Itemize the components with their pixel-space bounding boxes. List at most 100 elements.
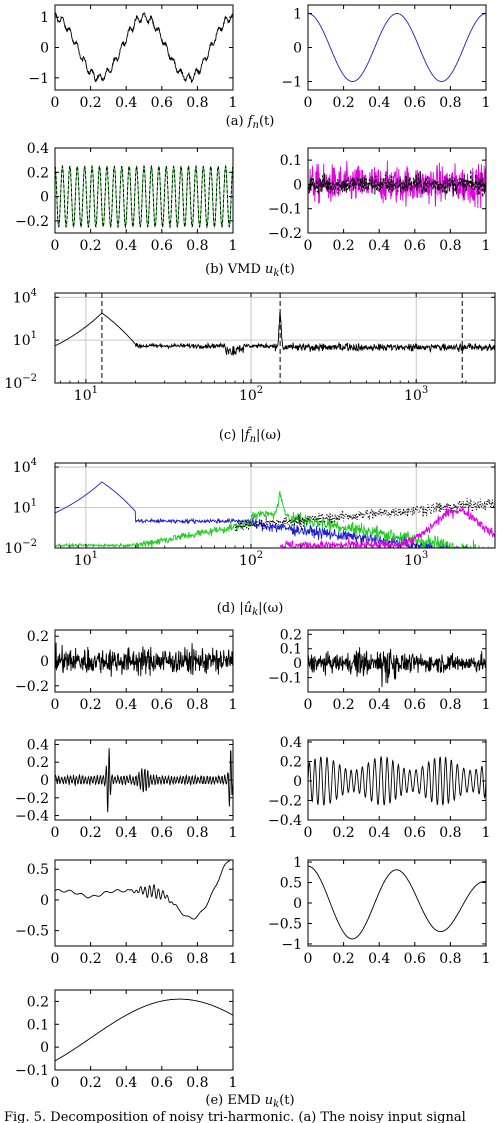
ytick-label-b1-0: −0.2: [15, 214, 49, 230]
xtick-label-a1-2: 0.4: [115, 95, 137, 111]
axes-frame-e5: [54, 859, 234, 947]
xtick-label-b2-1: 0.2: [332, 238, 354, 254]
series-e4-0: [308, 756, 486, 806]
axes-frame-e2: [307, 629, 487, 693]
xtick-label-e2-4: 0.8: [439, 697, 461, 713]
xtick-label-e1-5: 1: [229, 697, 238, 713]
chart-b2: 0 0.2 0.4 0.6 0.8 1 −0.2 −0.1 0 0.1: [268, 147, 490, 254]
xtick-label-d-2: 103: [404, 550, 428, 569]
xtick-label-e7-4: 0.8: [186, 1075, 208, 1091]
series-e5-0: [55, 860, 232, 920]
ytick-label-e1-0: −0.2: [15, 679, 49, 695]
series-d-2: [279, 507, 495, 548]
xtick-label-b2-4: 0.8: [439, 238, 461, 254]
xtick-label-e5-3: 0.6: [151, 951, 173, 967]
xtick-label-d-1: 102: [239, 550, 263, 569]
ytick-label-a1-2: 1: [40, 10, 49, 26]
xtick-label-a1-1: 0.2: [79, 95, 101, 111]
chart-e7: 0 0.2 0.4 0.6 0.8 1−0.100.10.2: [15, 989, 238, 1091]
xtick-label-e1-1: 0.2: [79, 697, 101, 713]
xtick-label-e7-5: 1: [229, 1075, 238, 1091]
xtick-label-e7-1: 0.2: [79, 1075, 101, 1091]
series-d-1: [55, 491, 492, 548]
ytick-label-b1-2: 0.2: [27, 165, 49, 181]
ytick-label-e3-2: 0: [40, 773, 49, 789]
xtick-label-e5-1: 0.2: [79, 951, 101, 967]
xtick-label-e1-4: 0.8: [186, 697, 208, 713]
xtick-label-b1-4: 0.8: [186, 238, 208, 254]
ytick-label-c-2: 104: [13, 287, 37, 306]
xtick-label-b1-5: 1: [229, 238, 238, 254]
xtick-label-e6-2: 0.4: [368, 951, 390, 967]
ytick-label-e2-2: 0.1: [280, 642, 302, 658]
series-d-0: [55, 481, 472, 548]
axes-frame-c: [54, 292, 496, 384]
ytick-label-e4-1: −0.2: [268, 793, 302, 809]
ytick-label-c-1: 101: [13, 330, 37, 349]
ytick-label-e5-1: 0: [40, 893, 49, 909]
caption-d: (d) |ûk|(ω): [217, 601, 284, 618]
xtick-label-a2-1: 0.2: [332, 95, 354, 111]
xtick-label-e3-0: 0: [51, 825, 60, 841]
xtick-label-e2-2: 0.4: [368, 697, 390, 713]
chart-a1: 0 0.2 0.4 0.6 0.8 1−101: [28, 4, 237, 111]
ytick-label-e2-1: 0: [293, 656, 302, 672]
ytick-label-d-1: 101: [13, 498, 37, 517]
xtick-label-b1-3: 0.6: [151, 238, 173, 254]
xtick-label-b1-2: 0.4: [115, 238, 137, 254]
series-b1-1: [55, 164, 233, 229]
caption-c: (c) |f̂n|(ω): [219, 426, 281, 445]
xtick-label-a2-3: 0.6: [404, 95, 426, 111]
ytick-label-a1-1: 0: [40, 41, 49, 57]
xtick-label-d-0: 101: [74, 550, 98, 569]
ytick-label-e6-2: 0: [293, 896, 302, 912]
ytick-label-b2-0: −0.2: [268, 226, 302, 242]
xtick-label-e3-1: 0.2: [79, 825, 101, 841]
xtick-label-a2-0: 0: [304, 95, 313, 111]
xtick-label-e2-1: 0.2: [332, 697, 354, 713]
xtick-label-e7-2: 0.4: [115, 1075, 137, 1091]
xtick-label-e2-0: 0: [304, 697, 313, 713]
xtick-label-a2-4: 0.8: [439, 95, 461, 111]
ytick-label-b2-2: 0: [293, 177, 302, 193]
chart-e5: 0 0.2 0.4 0.6 0.8 1−0.500.5: [15, 859, 238, 967]
xtick-label-e5-5: 1: [229, 951, 238, 967]
ytick-label-d-0: 10−2: [4, 538, 37, 557]
series-b2-1: [308, 169, 486, 198]
axes-frame-e4: [307, 739, 487, 821]
xtick-label-a1-4: 0.8: [186, 95, 208, 111]
figure-caption: Fig. 5. Decomposition of noisy tri-harmo…: [4, 1110, 466, 1123]
xtick-label-e4-2: 0.4: [368, 825, 390, 841]
ytick-label-e4-4: 0.4: [280, 735, 302, 751]
chart-e1: 0 0.2 0.4 0.6 0.8 1−0.200.2: [15, 629, 237, 713]
ytick-label-e6-4: 1: [293, 855, 302, 871]
caption-b: (b) VMD uk(t): [205, 262, 295, 279]
axes-frame-b2: [307, 147, 487, 234]
xtick-label-e2-3: 0.6: [404, 697, 426, 713]
xtick-label-e4-1: 0.2: [332, 825, 354, 841]
ytick-label-e6-1: −0.5: [268, 916, 302, 932]
ytick-label-e5-2: 0.5: [27, 862, 49, 878]
ytick-label-e4-0: −0.4: [268, 813, 302, 829]
ytick-label-e3-1: −0.2: [15, 791, 49, 807]
xtick-label-e6-5: 1: [482, 951, 491, 967]
ytick-label-b1-1: 0: [40, 190, 49, 206]
series-b1-0: [55, 164, 233, 229]
xtick-label-e4-5: 1: [482, 825, 491, 841]
caption-e: (e) EMD uk(t): [205, 1093, 294, 1110]
ytick-label-e3-0: −0.4: [15, 809, 49, 825]
series-e1-0: [55, 642, 233, 677]
ytick-label-e3-4: 0.4: [27, 737, 49, 753]
xtick-label-a2-2: 0.4: [368, 95, 390, 111]
xtick-label-e5-2: 0.4: [115, 951, 137, 967]
xtick-label-e3-3: 0.6: [151, 825, 173, 841]
xtick-label-c-1: 102: [239, 385, 263, 404]
axes-frame-d: [54, 462, 496, 549]
ytick-label-e3-3: 0.2: [27, 755, 49, 771]
ytick-label-a1-0: −1: [28, 71, 49, 87]
ytick-label-e7-1: 0: [40, 1040, 49, 1056]
series-c-0: [55, 311, 495, 356]
ytick-label-e5-0: −0.5: [15, 924, 49, 940]
axes-frame-e6: [307, 859, 487, 947]
